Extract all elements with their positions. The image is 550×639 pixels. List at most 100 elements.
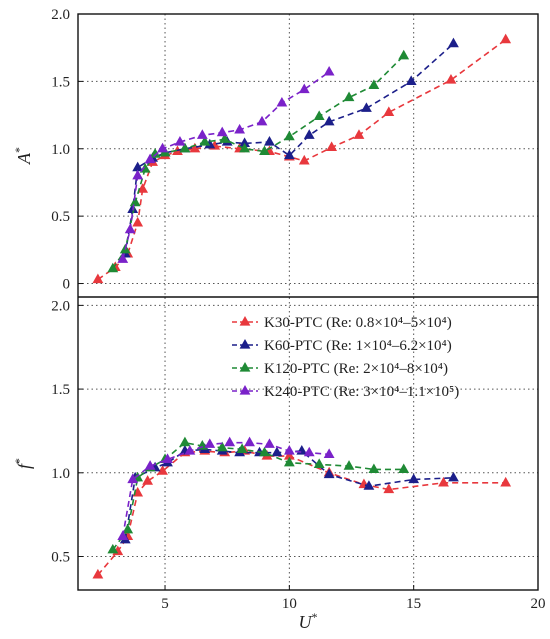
data-point	[174, 136, 186, 146]
data-point	[445, 74, 457, 84]
data-point	[144, 460, 156, 470]
bottom-series-k120-ptc	[107, 436, 410, 554]
data-point	[500, 476, 512, 487]
data-point	[184, 445, 196, 455]
data-point	[117, 253, 129, 263]
data-point	[323, 468, 335, 479]
data-point	[142, 475, 154, 485]
data-point	[283, 450, 295, 460]
data-point	[323, 115, 335, 126]
grid	[78, 13, 538, 590]
data-point	[132, 161, 144, 172]
data-point	[264, 136, 275, 146]
data-point	[124, 223, 136, 234]
legend: K30-PTC (Re: 0.8×10⁴–5×10⁴) K60-PTC (Re: …	[232, 315, 459, 400]
bottom-y-tick-label: 1.0	[51, 466, 70, 482]
x-tick-label: 5	[161, 596, 169, 612]
bottom-y-tick-label: 0.5	[51, 550, 70, 566]
plot-frame	[77, 13, 539, 591]
data-point	[276, 96, 288, 107]
legend-label: K120-PTC (Re: 2×10⁴–8×10⁴)	[264, 361, 448, 377]
data-point	[361, 102, 372, 112]
y-axis-title-bottom: f*	[12, 458, 34, 469]
data-point	[438, 476, 449, 487]
data-point	[283, 456, 295, 467]
data-point	[244, 436, 255, 447]
data-point	[196, 129, 208, 139]
x-tick-label: 15	[406, 596, 421, 612]
data-point	[271, 446, 283, 457]
data-point	[259, 145, 270, 156]
data-point	[179, 436, 191, 447]
data-point	[303, 446, 315, 457]
top-y-tick-label: 0	[63, 277, 71, 293]
top-series-k240-ptc	[117, 65, 335, 263]
data-point	[216, 126, 228, 137]
series-line	[112, 441, 404, 551]
data-point	[313, 458, 325, 469]
top-series-k60-ptc	[119, 37, 459, 258]
data-point	[383, 483, 395, 494]
data-point	[353, 129, 365, 139]
top-y-tick-label: 0.5	[51, 209, 70, 225]
legend-item: K120-PTC (Re: 2×10⁴–8×10⁴)	[232, 361, 448, 377]
data-point	[132, 169, 144, 180]
data-point	[199, 136, 211, 146]
data-point	[162, 453, 173, 464]
data-point	[129, 196, 141, 207]
bottom-y-tick-label: 1.5	[51, 382, 70, 398]
legend-swatch-marker	[239, 385, 251, 395]
data-point	[117, 530, 129, 541]
legend-swatch-marker	[239, 339, 251, 349]
data-point	[122, 523, 134, 534]
data-point	[107, 262, 119, 273]
data-point	[189, 142, 201, 153]
legend-swatch-marker	[239, 316, 251, 326]
legend-swatch-marker	[239, 362, 251, 372]
data-point	[408, 473, 420, 484]
data-point	[405, 75, 417, 85]
data-point	[236, 443, 248, 453]
data-point	[326, 141, 338, 152]
data-point	[283, 149, 295, 160]
series-line	[121, 441, 330, 537]
data-point	[204, 438, 216, 448]
x-axis-title-sup: *	[312, 610, 318, 624]
y-axis-title-top: A*	[12, 147, 34, 165]
data-point	[149, 148, 161, 158]
legend-label: K240-PTC (Re: 3×10⁴–1.1×10⁵)	[264, 384, 459, 400]
data-point	[219, 133, 231, 143]
data-point	[398, 49, 410, 60]
bottom-y-tick-label: 2.0	[51, 298, 70, 314]
data-point	[323, 65, 335, 76]
data-point	[179, 142, 191, 153]
top-y-tick-label: 2.0	[51, 7, 70, 23]
data-point	[127, 473, 139, 484]
data-point	[343, 460, 355, 470]
data-point	[92, 273, 104, 284]
legend-item: K240-PTC (Re: 3×10⁴–1.1×10⁵)	[232, 384, 459, 400]
data-point	[298, 154, 310, 165]
data-point	[157, 142, 168, 153]
data-point	[323, 448, 335, 458]
data-point	[398, 463, 410, 474]
bottom-series-k240-ptc	[117, 436, 335, 541]
data-point	[137, 183, 149, 193]
data-point	[234, 123, 246, 134]
data-point	[132, 216, 144, 227]
data-point	[383, 106, 395, 116]
data-point	[239, 137, 250, 147]
data-point	[343, 91, 355, 102]
y-axis-title-top-sup: *	[12, 147, 26, 153]
data-point	[216, 441, 228, 452]
top-y-tick-label: 1.5	[51, 74, 70, 90]
series-line	[112, 55, 405, 270]
data-point	[283, 130, 295, 141]
data-point	[448, 471, 459, 482]
data-point	[204, 138, 216, 149]
x-axis-title: U*	[299, 610, 318, 632]
data-point	[239, 142, 250, 153]
x-axis-title-main: U	[299, 612, 313, 632]
legend-label: K60-PTC (Re: 1×10⁴–6.2×10⁴)	[264, 338, 452, 354]
